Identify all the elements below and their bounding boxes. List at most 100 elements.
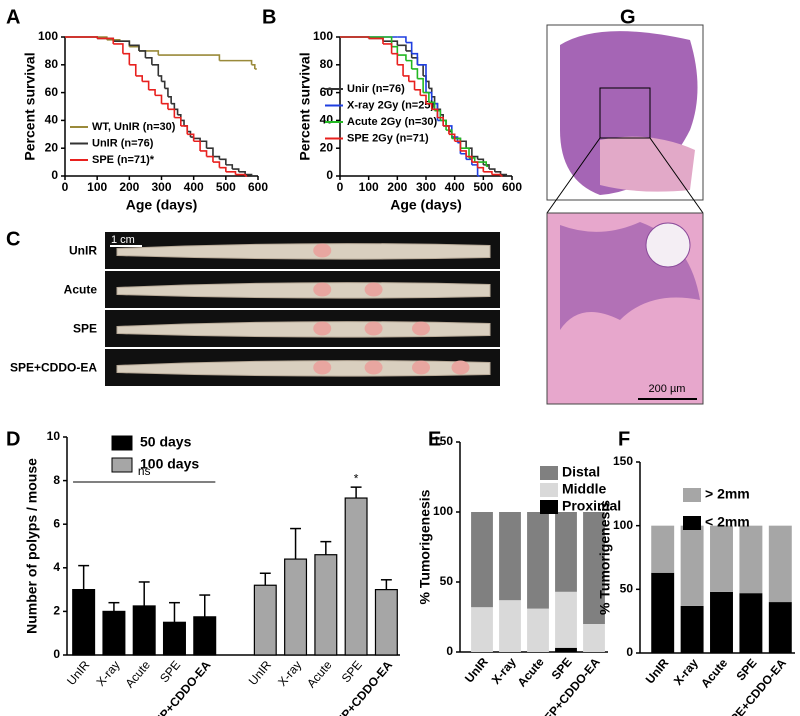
survival-step <box>483 164 490 170</box>
y-tick-label: 100 <box>613 518 633 532</box>
survival-step <box>397 54 407 61</box>
x-tick-label: SPE <box>733 656 759 683</box>
survival-step <box>187 130 192 138</box>
legend-swatch <box>683 488 701 502</box>
bar <box>72 588 96 656</box>
y-tick-label: 60 <box>320 85 334 99</box>
zoom-line <box>649 137 704 214</box>
legend-label: Proximal <box>562 498 621 514</box>
tissue-muscle <box>600 136 695 192</box>
survival-step <box>417 64 424 76</box>
panel-letter: C <box>6 228 20 250</box>
y-tick-label: 100 <box>38 29 58 43</box>
survival-step <box>158 54 221 61</box>
polyp <box>412 321 430 336</box>
bar-segment <box>555 591 577 648</box>
survival-step <box>474 161 487 167</box>
survival-step <box>251 64 256 69</box>
legend-label: Distal <box>562 464 600 480</box>
significance: * <box>354 471 359 485</box>
x-tick-label: 100 <box>359 180 379 194</box>
x-tick-label: SPE <box>157 658 183 685</box>
survival-step <box>483 171 493 175</box>
x-tick-label: 0 <box>337 180 344 194</box>
survival-step <box>460 150 467 157</box>
y-tick-label: 0 <box>53 647 60 661</box>
x-tick-label: 200 <box>387 180 407 194</box>
bar-segment <box>739 525 763 594</box>
legend-label: Acute 2Gy (n=30) <box>347 116 438 128</box>
survival-step <box>440 119 447 131</box>
survival-step <box>408 80 416 90</box>
bar <box>284 558 308 656</box>
polyp <box>313 243 332 258</box>
survival-step <box>142 80 150 90</box>
y-tick-label: 6 <box>53 516 60 530</box>
survival-step <box>437 119 444 126</box>
survival-step <box>383 43 393 54</box>
x-tick-label: 300 <box>416 180 436 194</box>
bar-segment <box>583 624 605 652</box>
survival-step <box>443 125 450 135</box>
panel-letter: F <box>618 428 630 450</box>
survival-step <box>193 140 201 151</box>
survival-step <box>466 158 473 165</box>
survival-step <box>129 64 137 76</box>
survival-step <box>212 161 221 168</box>
legend-label: SPE 2Gy (n=71) <box>347 132 429 144</box>
survival-step <box>446 129 453 139</box>
survival-step <box>405 59 413 69</box>
colon <box>116 360 491 377</box>
x-tick-label: 600 <box>502 180 522 194</box>
survival-step <box>212 155 221 160</box>
x-tick-label: Acute <box>304 658 335 691</box>
survival-step <box>448 133 456 142</box>
legend-label: < 2mm <box>705 514 750 530</box>
y-tick-label: 0 <box>626 645 633 659</box>
panel-letter: B <box>262 6 276 28</box>
y-tick-label: 20 <box>320 140 334 154</box>
survival-step <box>471 155 479 160</box>
y-tick-label: 150 <box>433 434 453 448</box>
panel-letter: G <box>620 6 636 28</box>
survival-step <box>113 40 131 46</box>
survival-step <box>219 166 227 172</box>
x-tick-label: SPE <box>549 655 575 682</box>
survival-step <box>158 75 163 82</box>
y-tick-label: 40 <box>320 113 334 127</box>
survival-step <box>164 87 169 97</box>
survival-step <box>368 37 384 44</box>
y-tick-label: 20 <box>45 140 59 154</box>
y-tick-label: 10 <box>47 429 61 443</box>
survival-step <box>135 75 143 82</box>
survival-step <box>397 36 407 43</box>
x-tick-label: 500 <box>473 180 493 194</box>
y-axis-label: Percent survival <box>297 52 313 160</box>
survival-step <box>174 116 182 126</box>
bar-segment <box>471 607 493 652</box>
x-tick-label: UnIR <box>64 658 93 688</box>
bar <box>132 605 156 656</box>
x-tick-label: X-ray <box>671 656 701 688</box>
survival-step <box>167 108 176 118</box>
y-tick-label: 150 <box>613 454 633 468</box>
x-tick-label: 400 <box>184 180 204 194</box>
polyp <box>313 282 332 297</box>
survival-step <box>460 147 470 158</box>
survival-step <box>417 64 427 93</box>
survival-step <box>494 171 502 175</box>
row-label: UnIR <box>69 244 97 258</box>
survival-step <box>383 40 399 46</box>
survival-step <box>466 155 473 163</box>
y-tick-label: 4 <box>53 560 60 574</box>
survival-step <box>411 57 419 65</box>
x-tick-label: Acute <box>515 655 547 690</box>
scale-label: 200 µm <box>649 383 686 395</box>
bar <box>374 588 398 656</box>
survival-step <box>391 45 399 56</box>
survival-step <box>65 36 98 39</box>
survival-step <box>423 91 430 103</box>
survival-step <box>225 164 234 170</box>
survival-step <box>420 94 427 104</box>
x-tick-label: UnIR <box>462 655 491 686</box>
